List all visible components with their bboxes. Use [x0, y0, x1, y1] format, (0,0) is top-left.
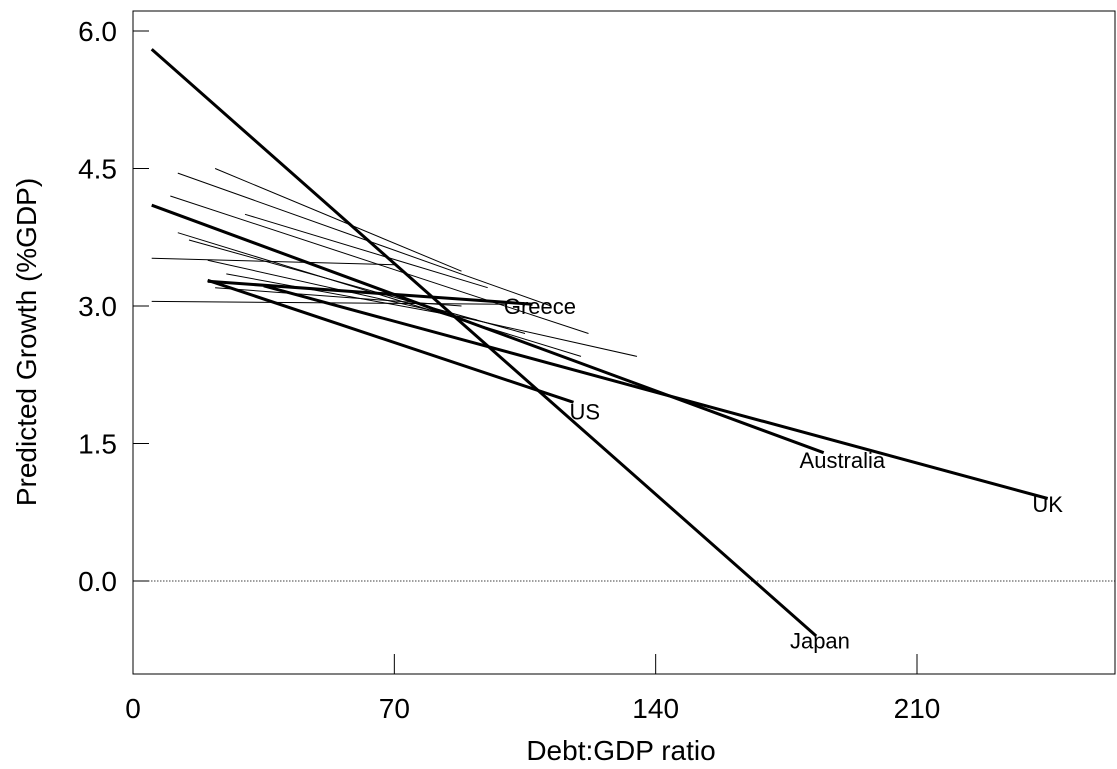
series-line-8	[207, 259, 638, 357]
country-label-uk: UK	[1032, 492, 1063, 517]
series-line-14	[215, 287, 462, 307]
series-line-japan	[150, 48, 818, 638]
country-label-australia: Australia	[800, 448, 886, 473]
y-tick-label: 1.5	[78, 429, 117, 460]
y-tick-label: 6.0	[78, 16, 117, 47]
x-axis-title: Debt:GDP ratio	[526, 735, 715, 766]
series-line-7	[177, 232, 582, 357]
series-line-us	[207, 278, 574, 404]
y-tick-label: 0.0	[78, 566, 117, 597]
x-tick-label: 210	[894, 693, 941, 724]
y-axis-title: Predicted Growth (%GDP)	[11, 178, 42, 506]
series-line-13	[151, 257, 395, 266]
country-label-greece: Greece	[504, 294, 576, 319]
plot-frame	[132, 10, 1116, 675]
series-line-10	[214, 168, 462, 272]
series-line-greece	[207, 279, 533, 306]
country-label-japan: Japan	[790, 629, 850, 654]
series-line-australia	[151, 203, 825, 455]
country-label-us: US	[569, 399, 600, 424]
series-line-9	[177, 172, 552, 307]
y-tick-label: 3.0	[78, 291, 117, 322]
y-tick-label: 4.5	[78, 154, 117, 185]
series-line-6	[151, 300, 507, 305]
series-line-16	[226, 273, 477, 321]
x-tick-label: 0	[125, 693, 141, 724]
x-tick-label: 140	[632, 693, 679, 724]
series-line-12	[244, 213, 488, 289]
x-tick-label: 70	[379, 693, 410, 724]
